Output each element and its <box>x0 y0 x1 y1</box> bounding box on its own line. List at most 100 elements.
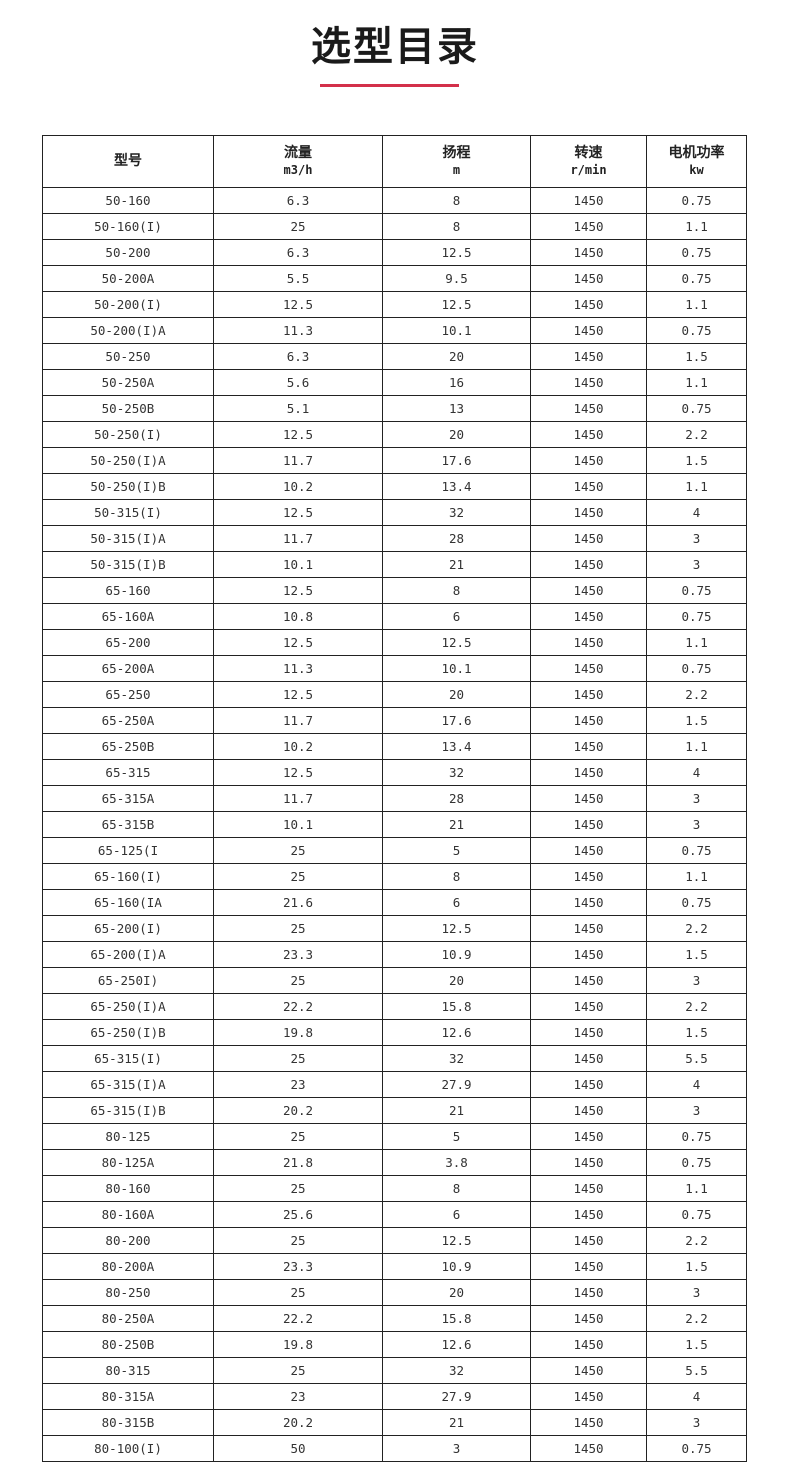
cell-speed: 1450 <box>530 291 647 318</box>
cell-speed: 1450 <box>530 213 647 240</box>
cell-model: 50-250B <box>42 395 214 422</box>
table-row: 65-315 12.5 32 1450 4 <box>42 759 747 786</box>
cell-flow: 6.3 <box>213 239 383 266</box>
cell-flow: 5.6 <box>213 369 383 396</box>
cell-flow: 10.8 <box>213 603 383 630</box>
table-row: 80-160A 25.6 6 1450 0.75 <box>42 1201 747 1228</box>
cell-head: 32 <box>382 499 531 526</box>
table-row: 50-250(I) 12.5 20 1450 2.2 <box>42 421 747 448</box>
cell-model: 80-315 <box>42 1357 214 1384</box>
cell-model: 65-160 <box>42 577 214 604</box>
cell-head: 28 <box>382 785 531 812</box>
table-row: 50-200A 5.5 9.5 1450 0.75 <box>42 265 747 292</box>
cell-power: 3 <box>646 811 747 838</box>
header-speed: 转速 r/min <box>530 135 647 188</box>
cell-model: 65-250B <box>42 733 214 760</box>
cell-model: 65-125(I <box>42 837 214 864</box>
cell-model: 65-315(I) <box>42 1045 214 1072</box>
cell-speed: 1450 <box>530 577 647 604</box>
table-row: 65-315(I) 25 32 1450 5.5 <box>42 1045 747 1072</box>
cell-flow: 10.1 <box>213 811 383 838</box>
table-row: 65-200(I)A 23.3 10.9 1450 1.5 <box>42 941 747 968</box>
cell-power: 0.75 <box>646 889 747 916</box>
cell-power: 3 <box>646 967 747 994</box>
cell-flow: 20.2 <box>213 1409 383 1436</box>
cell-power: 0.75 <box>646 239 747 266</box>
cell-head: 8 <box>382 577 531 604</box>
cell-flow: 25 <box>213 213 383 240</box>
cell-head: 15.8 <box>382 1305 531 1332</box>
cell-head: 9.5 <box>382 265 531 292</box>
table-row: 80-200A 23.3 10.9 1450 1.5 <box>42 1253 747 1280</box>
cell-power: 2.2 <box>646 1227 747 1254</box>
table-row: 80-100(I) 50 3 1450 0.75 <box>42 1435 747 1462</box>
cell-speed: 1450 <box>530 421 647 448</box>
cell-flow: 25.6 <box>213 1201 383 1228</box>
table-row: 80-315B 20.2 21 1450 3 <box>42 1409 747 1436</box>
header-unit: m <box>452 162 461 177</box>
table-row: 65-250 12.5 20 1450 2.2 <box>42 681 747 708</box>
cell-power: 0.75 <box>646 1435 747 1462</box>
cell-model: 65-250(I)B <box>42 1019 214 1046</box>
cell-speed: 1450 <box>530 837 647 864</box>
cell-flow: 19.8 <box>213 1331 383 1358</box>
cell-model: 65-160A <box>42 603 214 630</box>
cell-speed: 1450 <box>530 447 647 474</box>
cell-model: 50-250A <box>42 369 214 396</box>
cell-power: 0.75 <box>646 1123 747 1150</box>
cell-head: 21 <box>382 1097 531 1124</box>
cell-power: 5.5 <box>646 1357 747 1384</box>
cell-flow: 5.1 <box>213 395 383 422</box>
cell-power: 3 <box>646 551 747 578</box>
table-row: 65-250B 10.2 13.4 1450 1.1 <box>42 733 747 760</box>
header-model: 型号 <box>42 135 214 188</box>
cell-power: 4 <box>646 499 747 526</box>
cell-head: 20 <box>382 421 531 448</box>
cell-model: 65-315(I)A <box>42 1071 214 1098</box>
cell-speed: 1450 <box>530 603 647 630</box>
table-row: 65-160(I) 25 8 1450 1.1 <box>42 863 747 890</box>
cell-power: 0.75 <box>646 1149 747 1176</box>
table-row: 80-200 25 12.5 1450 2.2 <box>42 1227 747 1254</box>
table-row: 50-250A 5.6 16 1450 1.1 <box>42 369 747 396</box>
cell-flow: 11.7 <box>213 525 383 552</box>
cell-head: 12.6 <box>382 1331 531 1358</box>
header-power: 电机功率 kw <box>646 135 747 188</box>
cell-head: 12.5 <box>382 291 531 318</box>
cell-power: 1.1 <box>646 733 747 760</box>
cell-speed: 1450 <box>530 395 647 422</box>
cell-speed: 1450 <box>530 1097 647 1124</box>
cell-speed: 1450 <box>530 1045 647 1072</box>
cell-head: 27.9 <box>382 1383 531 1410</box>
header-label: 型号 <box>114 153 142 169</box>
cell-model: 80-100(I) <box>42 1435 214 1462</box>
cell-flow: 25 <box>213 1279 383 1306</box>
table-row: 65-250A 11.7 17.6 1450 1.5 <box>42 707 747 734</box>
cell-head: 13 <box>382 395 531 422</box>
cell-speed: 1450 <box>530 1201 647 1228</box>
cell-flow: 23 <box>213 1383 383 1410</box>
cell-power: 1.1 <box>646 473 747 500</box>
cell-flow: 10.2 <box>213 733 383 760</box>
cell-model: 65-315(I)B <box>42 1097 214 1124</box>
cell-power: 0.75 <box>646 265 747 292</box>
cell-speed: 1450 <box>530 733 647 760</box>
cell-speed: 1450 <box>530 499 647 526</box>
cell-head: 20 <box>382 967 531 994</box>
cell-head: 8 <box>382 187 531 214</box>
cell-speed: 1450 <box>530 317 647 344</box>
cell-model: 50-250(I)B <box>42 473 214 500</box>
cell-model: 80-160A <box>42 1201 214 1228</box>
table-row: 65-250(I)B 19.8 12.6 1450 1.5 <box>42 1019 747 1046</box>
cell-speed: 1450 <box>530 1071 647 1098</box>
cell-speed: 1450 <box>530 967 647 994</box>
cell-speed: 1450 <box>530 759 647 786</box>
cell-speed: 1450 <box>530 551 647 578</box>
cell-head: 17.6 <box>382 447 531 474</box>
cell-power: 1.1 <box>646 291 747 318</box>
cell-flow: 23.3 <box>213 1253 383 1280</box>
cell-power: 3 <box>646 785 747 812</box>
cell-speed: 1450 <box>530 473 647 500</box>
cell-power: 2.2 <box>646 993 747 1020</box>
table-row: 80-160 25 8 1450 1.1 <box>42 1175 747 1202</box>
